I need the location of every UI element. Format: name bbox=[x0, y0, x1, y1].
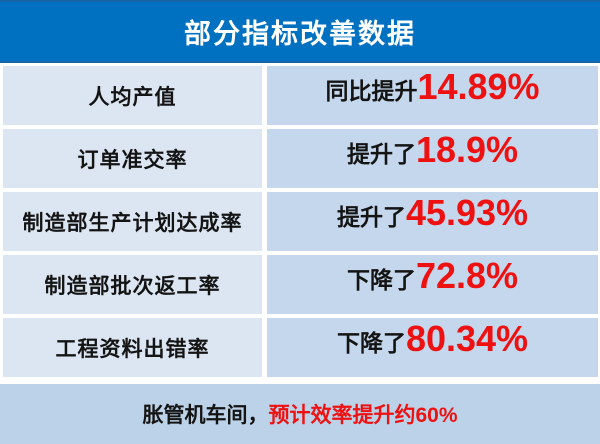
table-row: 工程资料出错率 下降了 80.34% bbox=[3, 318, 598, 377]
indicator-label: 订单准交率 bbox=[77, 148, 188, 172]
footer-note-band: 胀管机车间， 预计效率提升约60% bbox=[0, 384, 600, 444]
change-percent-value: 45.93% bbox=[405, 192, 529, 233]
indicator-label: 人均产值 bbox=[88, 85, 177, 109]
indicator-name-cell: 制造部生产计划达成率 bbox=[3, 192, 262, 251]
indicator-value-cell: 下降了 72.8% bbox=[267, 255, 598, 314]
indicator-value-cell: 提升了 18.9% bbox=[267, 129, 598, 188]
indicator-name-cell: 制造部批次返工率 bbox=[3, 255, 262, 314]
change-direction-text: 同比提升 bbox=[325, 78, 418, 104]
table-row: 制造部生产计划达成率 提升了 45.93% bbox=[3, 192, 598, 251]
change-percent-value: 18.9% bbox=[415, 129, 519, 170]
efficiency-estimate-text: 预计效率提升约60% bbox=[268, 404, 458, 427]
change-direction-text: 提升了 bbox=[336, 204, 406, 230]
indicator-name-cell: 工程资料出错率 bbox=[3, 318, 262, 377]
change-direction-text: 下降了 bbox=[346, 267, 416, 293]
change-direction-text: 下降了 bbox=[336, 330, 406, 356]
indicator-label: 工程资料出错率 bbox=[55, 337, 210, 361]
table-row: 订单准交率 提升了 18.9% bbox=[3, 129, 598, 188]
change-percent-value: 72.8% bbox=[415, 255, 519, 296]
indicator-label: 制造部生产计划达成率 bbox=[22, 211, 243, 235]
table-row: 人均产值 同比提升 14.89% bbox=[3, 66, 598, 125]
indicator-value-cell: 提升了 45.93% bbox=[267, 192, 598, 251]
indicator-table: 人均产值 同比提升 14.89% 订单准交率 提升了 18.9% 制造部生产计划… bbox=[3, 66, 598, 377]
indicator-value-cell: 下降了 80.34% bbox=[267, 318, 598, 377]
indicator-label: 制造部批次返工率 bbox=[44, 274, 221, 298]
workshop-name-text: 胀管机车间， bbox=[142, 404, 269, 427]
change-direction-text: 提升了 bbox=[346, 141, 416, 167]
table-row: 制造部批次返工率 下降了 72.8% bbox=[3, 255, 598, 314]
change-percent-value: 80.34% bbox=[405, 318, 529, 359]
indicator-name-cell: 人均产值 bbox=[3, 66, 262, 125]
header-banner: 部分指标改善数据 bbox=[0, 0, 600, 63]
page-title: 部分指标改善数据 bbox=[184, 19, 416, 49]
indicator-value-cell: 同比提升 14.89% bbox=[267, 66, 598, 125]
indicator-name-cell: 订单准交率 bbox=[3, 129, 262, 188]
change-percent-value: 14.89% bbox=[417, 66, 540, 107]
